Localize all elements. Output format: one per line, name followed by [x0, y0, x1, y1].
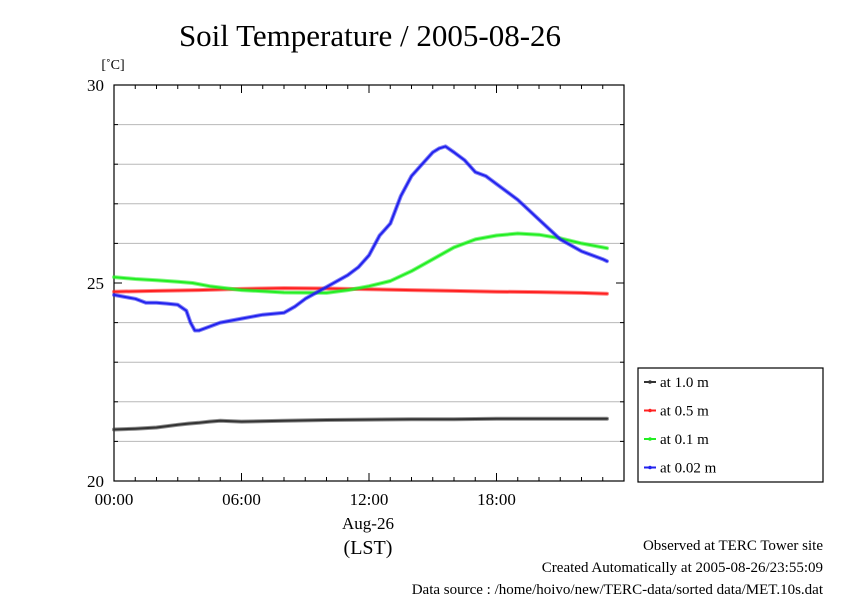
legend-marker-at-1-0-m: [648, 380, 652, 384]
x-tick-label: 12:00: [350, 490, 389, 509]
y-tick-label: 20: [87, 472, 104, 491]
legend-label-at-0-5-m: at 0.5 m: [660, 404, 709, 420]
x-tick-label: 00:00: [95, 490, 134, 509]
series-line-at-0-1-m: [113, 232, 608, 294]
footer-data-source: Data source : /home/hoivo/new/TERC-data/…: [412, 582, 824, 595]
plot-area: 20 25 30 00:00 06:00 12:00 18:00: [87, 76, 625, 509]
x-axis-zone-label: (LST): [344, 537, 393, 559]
series-line-at-0-02-m: [113, 145, 608, 332]
x-tick-label: 18:00: [477, 490, 516, 509]
series-halo-at-0-02-m: [112, 144, 609, 333]
legend-marker-at-0-5-m: [648, 408, 652, 413]
x-axis-date-label: Aug-26: [342, 514, 394, 533]
footer-observed: Observed at TERC Tower site: [643, 538, 823, 554]
footer-created: Created Automatically at 2005-08-26/23:5…: [542, 560, 823, 576]
legend-marker-at-0-1-m: [648, 437, 652, 441]
legend-box: [637, 367, 824, 483]
series-line-at-1-0-m: [113, 417, 608, 431]
y-tick-label: 30: [87, 76, 104, 95]
x-tick-label: 06:00: [222, 490, 261, 509]
legend: at 1.0 m at 0.5 m at 0.1 m at 0.02 m: [637, 367, 824, 483]
chart-title: Soil Temperature / 2005-08-26: [179, 18, 561, 53]
legend-label-at-0-02-m: at 0.02 m: [660, 461, 717, 477]
legend-label-at-1-0-m: at 1.0 m: [660, 375, 709, 391]
legend-marker-at-0-02-m: [648, 465, 652, 470]
legend-label-at-0-1-m: at 0.1 m: [660, 432, 709, 448]
series-line-at-0-5-m: [113, 287, 608, 295]
y-tick-label: 25: [87, 274, 104, 293]
y-axis-unit: [˚C]: [101, 58, 124, 73]
